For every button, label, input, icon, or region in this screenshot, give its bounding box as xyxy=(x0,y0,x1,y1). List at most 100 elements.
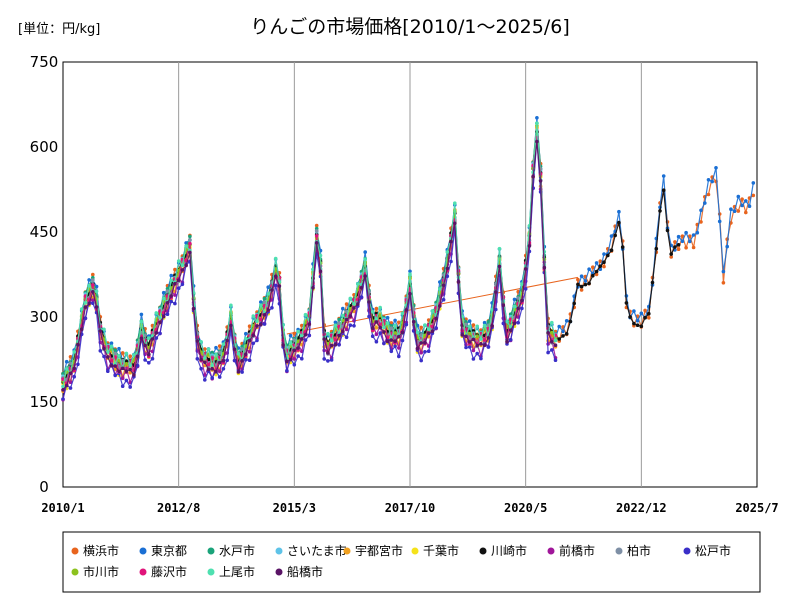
data-point xyxy=(699,220,703,224)
data-point xyxy=(91,290,95,294)
data-point xyxy=(128,363,132,368)
data-point xyxy=(647,316,651,320)
data-point xyxy=(184,263,188,268)
legend-label: 横浜市 xyxy=(83,543,119,558)
data-point xyxy=(117,353,121,358)
legend-label: 千葉市 xyxy=(423,543,459,558)
data-point xyxy=(326,359,330,363)
data-point xyxy=(703,201,707,205)
data-point xyxy=(676,243,681,247)
data-point xyxy=(176,278,181,283)
data-point xyxy=(535,116,539,120)
legend-label: 松戸市 xyxy=(695,543,731,558)
data-point xyxy=(535,139,539,144)
data-point xyxy=(736,194,741,199)
data-point xyxy=(639,324,644,329)
data-point xyxy=(393,339,397,344)
data-point xyxy=(244,331,248,336)
data-point xyxy=(221,342,226,347)
legend-item: 横浜市 xyxy=(71,543,119,558)
data-point xyxy=(113,351,117,356)
data-point xyxy=(598,259,603,264)
data-point xyxy=(576,277,580,282)
data-point xyxy=(169,294,173,298)
data-point xyxy=(475,334,480,339)
legend-marker xyxy=(615,547,623,555)
data-point xyxy=(195,339,200,343)
data-point xyxy=(602,252,606,256)
data-point xyxy=(247,324,252,329)
data-point xyxy=(344,335,349,340)
legend-item: 東京都 xyxy=(139,544,187,558)
data-point xyxy=(124,369,129,374)
data-point xyxy=(467,340,472,344)
data-point xyxy=(688,239,692,244)
data-point xyxy=(296,346,300,350)
data-point xyxy=(661,188,666,192)
data-point xyxy=(479,356,483,361)
data-point xyxy=(259,303,263,308)
data-point xyxy=(561,334,565,338)
y-tick-label: 300 xyxy=(30,308,59,326)
data-point xyxy=(91,298,95,303)
data-point xyxy=(273,274,278,279)
data-point xyxy=(494,290,498,294)
data-point xyxy=(691,245,696,250)
data-point xyxy=(102,346,106,351)
data-point xyxy=(475,351,480,356)
data-point xyxy=(624,301,629,305)
data-point xyxy=(266,292,271,296)
data-point xyxy=(438,287,442,291)
legend-label: 藤沢市 xyxy=(151,564,187,579)
legend-item: 柏市 xyxy=(615,543,651,558)
data-point xyxy=(609,234,614,238)
data-point xyxy=(426,331,431,336)
data-point xyxy=(535,121,539,125)
legend-marker xyxy=(343,547,351,555)
data-point xyxy=(195,357,200,361)
data-point xyxy=(367,300,371,304)
data-point xyxy=(512,304,517,309)
data-point xyxy=(214,353,218,357)
data-point xyxy=(561,329,565,334)
data-point xyxy=(203,378,207,382)
data-point xyxy=(441,283,446,288)
data-point xyxy=(229,323,233,328)
data-point xyxy=(203,356,207,360)
y-tick-label: 450 xyxy=(30,223,59,241)
data-point xyxy=(124,378,129,383)
data-point xyxy=(344,327,349,332)
data-point xyxy=(550,320,554,325)
data-point xyxy=(464,345,468,350)
legend-label: 市川市 xyxy=(83,564,119,579)
data-point xyxy=(68,380,73,385)
data-point xyxy=(180,263,185,268)
data-point xyxy=(512,321,517,326)
data-point xyxy=(244,357,248,362)
data-point xyxy=(79,307,84,311)
legend-item: さいたま市 xyxy=(275,543,347,558)
data-point xyxy=(691,233,696,237)
data-point xyxy=(150,337,155,341)
data-point xyxy=(296,329,300,334)
data-point xyxy=(546,350,550,355)
data-point xyxy=(143,343,147,348)
data-point xyxy=(516,320,520,325)
data-point xyxy=(210,363,214,368)
data-point xyxy=(348,323,353,328)
x-tick-label: 2020/5 xyxy=(504,501,547,515)
data-point xyxy=(658,209,662,213)
data-point xyxy=(285,359,289,364)
data-point xyxy=(180,282,185,287)
data-point xyxy=(236,352,241,356)
legend-label: 柏市 xyxy=(627,543,651,558)
data-point xyxy=(68,355,73,359)
data-point xyxy=(744,199,748,203)
data-point xyxy=(520,306,524,311)
data-point xyxy=(109,364,114,368)
data-point xyxy=(374,326,379,330)
data-point xyxy=(300,356,304,361)
data-point xyxy=(445,250,450,254)
data-point xyxy=(91,283,95,287)
